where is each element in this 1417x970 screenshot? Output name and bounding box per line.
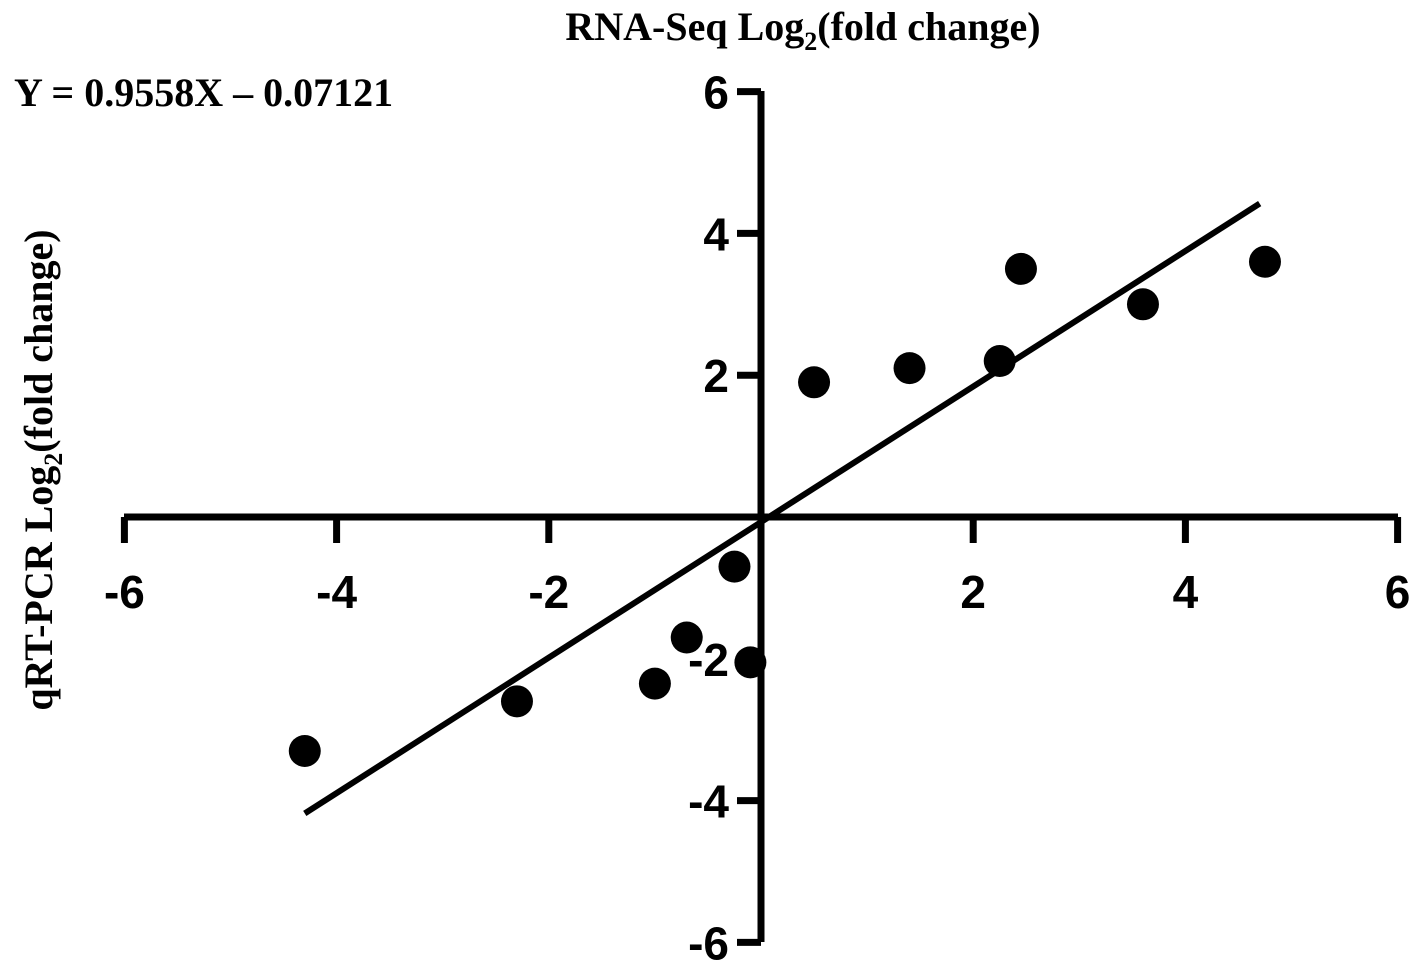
y-axis-title: qRT-PCR Log2(fold change) bbox=[16, 229, 68, 710]
y-tick-label: 2 bbox=[703, 350, 729, 402]
data-point bbox=[638, 667, 671, 700]
y-tick-label: -4 bbox=[688, 776, 729, 828]
data-point bbox=[893, 352, 926, 385]
x-tick-label: 4 bbox=[1173, 566, 1199, 618]
data-point bbox=[1004, 252, 1037, 285]
data-point bbox=[734, 646, 767, 679]
data-point bbox=[1126, 288, 1159, 321]
data-point bbox=[500, 685, 533, 718]
x-tick-label: -2 bbox=[528, 566, 569, 618]
x-axis-title: RNA-Seq Log2(fold change) bbox=[565, 4, 1040, 56]
x-tick-label: 2 bbox=[960, 566, 986, 618]
y-tick-label: 6 bbox=[703, 67, 729, 119]
data-point bbox=[1248, 245, 1281, 278]
regression-equation: Y = 0.9558X – 0.07121 bbox=[14, 70, 393, 115]
x-tick-label: -4 bbox=[316, 566, 357, 618]
data-point bbox=[798, 366, 831, 399]
data-point bbox=[718, 550, 751, 583]
x-tick-label: 6 bbox=[1385, 566, 1411, 618]
y-tick-label: 4 bbox=[703, 208, 729, 260]
data-point bbox=[670, 621, 703, 654]
data-point bbox=[288, 734, 321, 767]
x-tick-label: -6 bbox=[104, 566, 145, 618]
fit-line-layer bbox=[303, 201, 1262, 816]
y-tick-label: -6 bbox=[688, 917, 729, 969]
data-points bbox=[288, 245, 1281, 767]
data-point bbox=[983, 345, 1016, 378]
regression-line bbox=[303, 201, 1262, 816]
